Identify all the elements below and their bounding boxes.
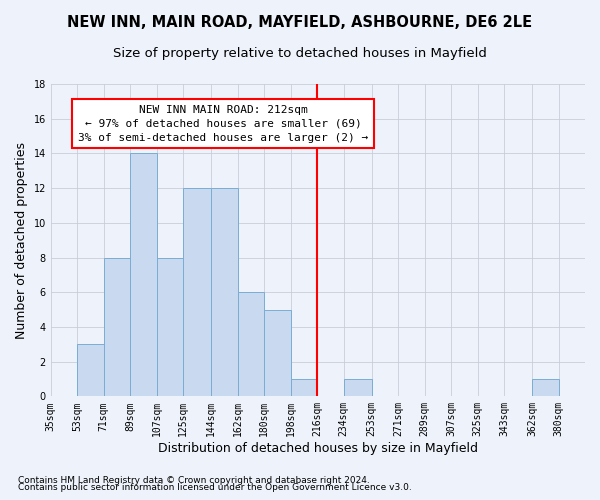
Text: NEW INN, MAIN ROAD, MAYFIELD, ASHBOURNE, DE6 2LE: NEW INN, MAIN ROAD, MAYFIELD, ASHBOURNE,… [67,15,533,30]
Bar [238,292,264,397]
Bar [532,379,559,396]
X-axis label: Distribution of detached houses by size in Mayfield: Distribution of detached houses by size … [158,442,478,455]
Text: Contains public sector information licensed under the Open Government Licence v3: Contains public sector information licen… [18,484,412,492]
Bar [344,379,371,396]
Bar [104,258,130,396]
Bar [264,310,290,396]
Text: NEW INN MAIN ROAD: 212sqm
← 97% of detached houses are smaller (69)
3% of semi-d: NEW INN MAIN ROAD: 212sqm ← 97% of detac… [78,105,368,143]
Bar [130,154,157,396]
Text: Size of property relative to detached houses in Mayfield: Size of property relative to detached ho… [113,48,487,60]
Bar [211,188,238,396]
Bar [77,344,104,397]
Bar [157,258,183,396]
Bar [290,379,317,396]
Y-axis label: Number of detached properties: Number of detached properties [15,142,28,338]
Text: Contains HM Land Registry data © Crown copyright and database right 2024.: Contains HM Land Registry data © Crown c… [18,476,370,485]
Bar [183,188,211,396]
